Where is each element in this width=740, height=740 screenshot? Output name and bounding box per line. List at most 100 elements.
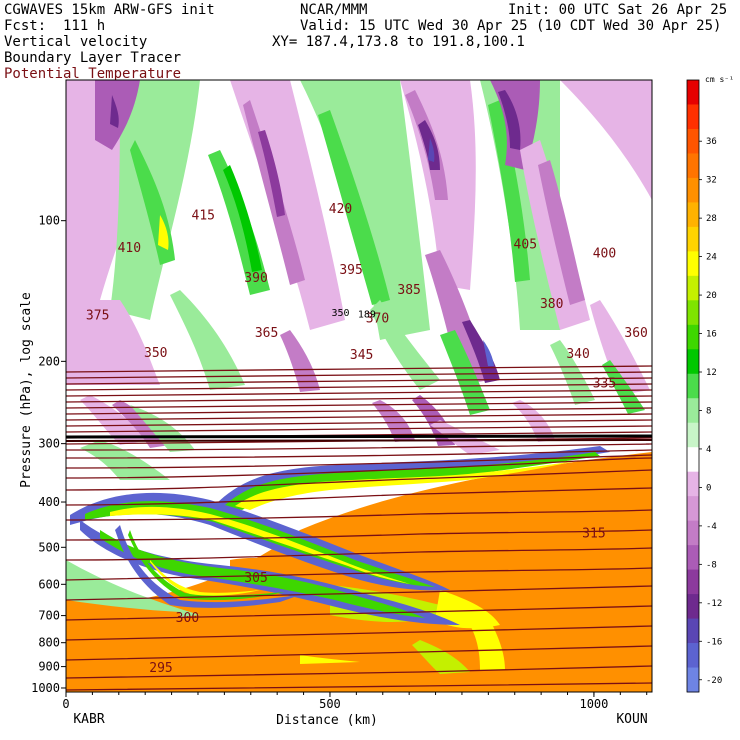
tropopause-label: 350 [331,308,349,319]
y-tick-label: 400 [38,495,60,509]
theta-label-bg [659,296,687,310]
tropopause-label: 189 [358,309,376,320]
theta-label-bg [701,385,729,399]
theta-label-layer: 4154204204154104104054004053953953903903… [86,197,740,700]
x-tick-label: 1000 [579,697,608,711]
colorbar-swatch [687,153,699,179]
colorbar-tick-label: 0 [706,483,711,493]
theta-label: 375 [86,309,109,324]
colorbar-swatch [687,226,699,252]
y-tick-label: 800 [38,636,60,650]
model-title: CGWAVES 15km ARW-GFS init [4,2,215,18]
x-axis-label: Distance (km) [276,713,378,728]
low-marker: L [717,662,725,677]
colorbar-tick-label: 16 [706,330,717,340]
colorbar-tick-label: 24 [706,253,717,263]
left-endpoint-label: KABR [73,712,104,727]
colorbar-tick-label: 4 [706,445,711,455]
x-tick-label: 500 [319,697,341,711]
y-axis: 100 200 300 400 500 600 700 800 900 1000 [31,214,66,695]
x-tick-label: 0 [62,697,69,711]
low-marker-bg [715,661,727,675]
theta-label: 375 [661,297,684,312]
theta-label: 300 [176,611,199,626]
theta-label: 295 [149,661,172,676]
colorbar-swatch [687,373,699,399]
theta-label: 305 [244,571,267,586]
theta-label: 415 [192,208,215,223]
colorbar-tick-label: -4 [706,522,717,532]
vertical-velocity-streaks [66,80,652,480]
right-endpoint-label: KOUN [616,712,647,727]
colorbar-swatch [687,80,699,105]
theta-label: 420 [735,198,740,213]
colorbar-tick-label: -20 [706,676,722,686]
y-tick-label: 200 [38,354,60,368]
colorbar-tick-label: 28 [706,214,717,224]
plot-area: 4154204204154104104054004053953953903903… [66,80,740,700]
y-tick-label: 300 [38,437,60,451]
theta-label: 305 [725,625,740,640]
theta-label: 290 [714,685,737,700]
colorbar-swatch [687,496,699,522]
colorbar-swatch [687,177,699,203]
colorbar-tick-label: 12 [706,368,717,378]
colorbar-swatch [687,667,699,693]
x-axis: 0 500 1000 [62,692,648,711]
colorbar-swatch [687,324,699,350]
field-vertical-velocity: Vertical velocity [4,34,148,50]
theta-label: 315 [582,527,605,542]
theta-label: 385 [397,283,420,298]
theta-label: 410 [118,241,141,256]
theta-label: 340 [566,347,589,362]
potential-temperature-contours [66,365,652,691]
colorbar-swatch [687,128,699,154]
colorbar-tick-label: 20 [706,291,717,301]
theta-label: 395 [339,263,362,278]
theta-label: 380 [540,297,563,312]
colorbar-swatch [687,545,699,571]
theta-label: 420 [329,202,352,217]
theta-label: 335 [593,376,616,391]
colorbar-tick-label: -8 [706,560,717,570]
colorbar-swatch [687,202,699,228]
colorbar-swatch [687,104,699,130]
init-time: Init: 00 UTC Sat 26 Apr 25 [508,2,728,18]
colorbar-tick-label: 32 [706,176,717,186]
theta-label: 390 [244,271,267,286]
theta-label-bg [733,197,740,211]
y-tick-label: 1000 [31,681,60,695]
y-tick-label: 100 [38,214,60,228]
colorbar-swatch [687,422,699,448]
colorbar-swatch [687,300,699,326]
center-credit: NCAR/MMM [300,2,368,18]
theta-label-bg [722,624,740,638]
colorbar-swatch [687,251,699,277]
colorbar-swatch [687,275,699,301]
colorbar: 36 32 28 24 20 16 12 8 4 0 -4 -8 -12 -16 -20 [686,79,722,693]
colorbar-tick-label: 36 [706,137,717,147]
theta-label: 330 [704,386,727,401]
colorbar-tick-label: -12 [706,599,722,609]
colorbar-frame [686,79,700,693]
colorbar-swatch [687,398,699,424]
colorbar-swatch [687,471,699,497]
y-tick-label: 500 [38,540,60,554]
field-boundary-layer-tracer: Boundary Layer Tracer [4,50,182,66]
cross-section-endpoints: XY= 187.4,173.8 to 191.8,100.1 [272,34,525,50]
theta-label: 370 [366,311,389,326]
forecast-hour: Fcst: 111 h [4,18,106,34]
valid-time: Valid: 15 UTC Wed 30 Apr 25 (10 CDT Wed … [300,18,722,34]
theta-label: 345 [350,348,373,363]
colorbar-swatch [687,643,699,669]
colorbar-swatch [687,594,699,620]
y-tick-label: 900 [38,660,60,674]
colorbar-swatch [687,569,699,595]
colorbar-swatch [687,618,699,644]
theta-label: 400 [593,246,616,261]
theta-label: 350 [144,346,167,361]
colorbar-swatch [687,447,699,473]
colorbar-tick-label: 8 [706,406,711,416]
y-tick-label: 600 [38,577,60,591]
